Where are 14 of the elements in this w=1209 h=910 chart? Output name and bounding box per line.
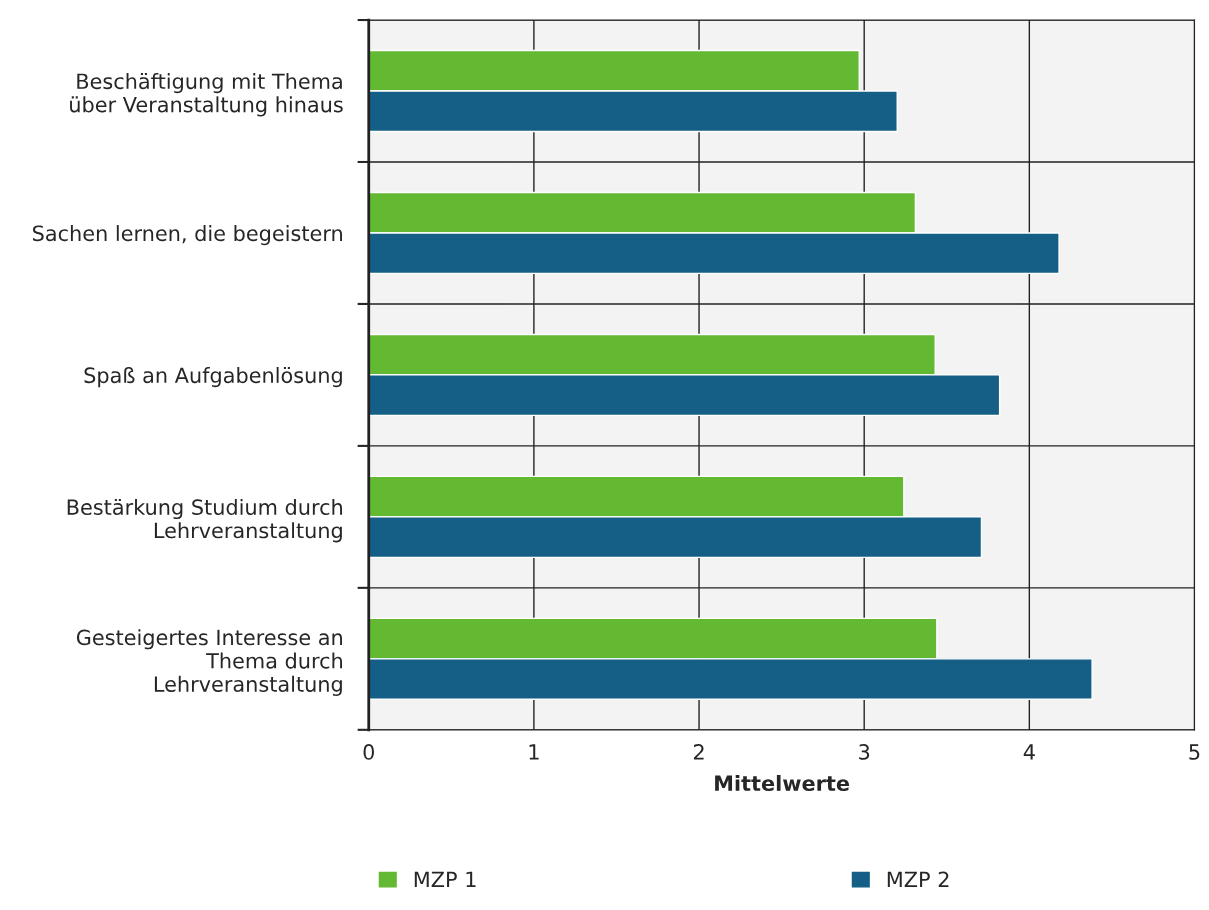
y-tick-label: Bestärkung Studium durch Lehrveranstaltung [67, 498, 342, 543]
x-tick-label: 1 [529, 744, 539, 760]
x-tick-label: 0 [363, 744, 374, 760]
y-tick-label: Spaß an Aufgabenlösung [84, 367, 342, 388]
x-tick-label: 4 [1023, 744, 1035, 760]
x-tick-label: 3 [859, 744, 870, 760]
x-axis-title: Mittelwerte [715, 774, 850, 792]
x-tick-label: 2 [693, 744, 704, 760]
legend-label: MZP 1 [414, 871, 476, 887]
y-tick-label: Beschäftigung mit Thema über Veranstaltung hinaus [70, 73, 343, 117]
x-tick-label: 5 [1189, 744, 1200, 760]
y-tick-label: Sachen lernen, die begeistern [32, 225, 342, 246]
legend-label: MZP 2 [887, 871, 949, 887]
y-tick-label: Gesteigertes Interesse an Thema durch Lehrveranstaltung [76, 629, 342, 696]
